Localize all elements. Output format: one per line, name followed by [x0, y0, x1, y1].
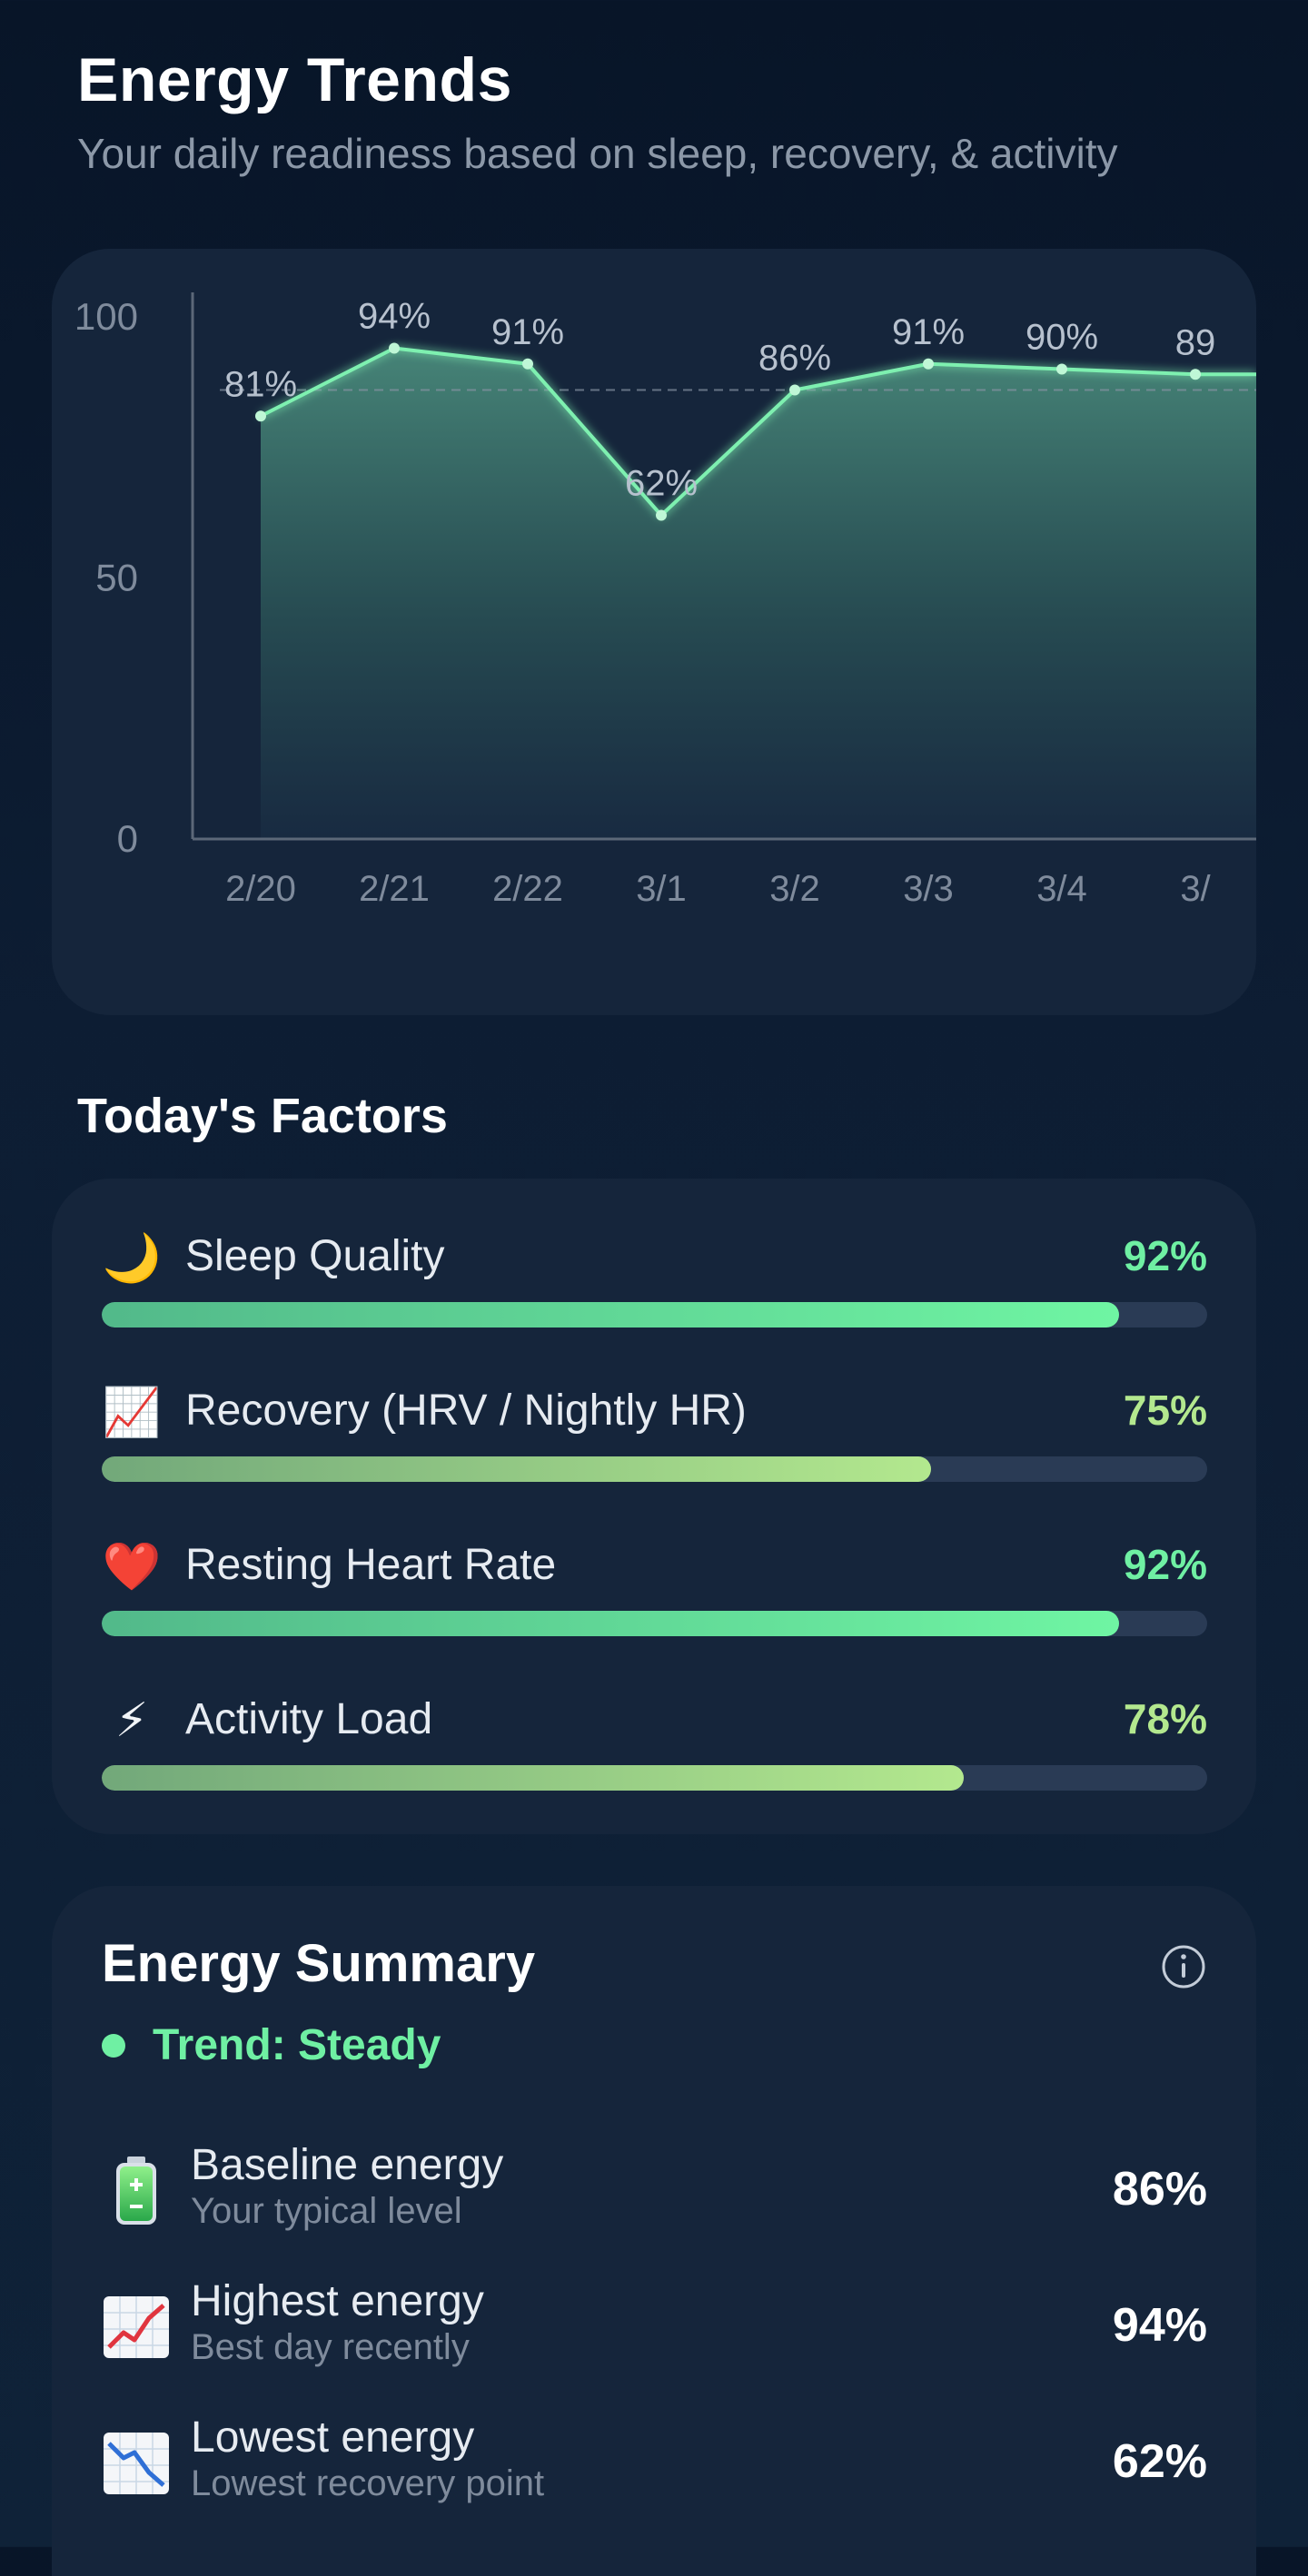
summary-row-value: 94%	[1112, 2299, 1207, 2352]
x-tick-label: 3/4	[1036, 869, 1087, 909]
summary-row-label: Baseline energy	[191, 2141, 504, 2189]
summary-row-value: 62%	[1112, 2435, 1207, 2488]
factor-label: Resting Heart Rate	[185, 1541, 557, 1589]
factors-card: 🌙 Sleep Quality 92% 📈 Recovery (HRV / Ni…	[52, 1179, 1256, 1834]
y-tick-label: 0	[117, 817, 138, 860]
data-label: 91%	[491, 312, 564, 352]
data-point	[789, 384, 800, 396]
summary-row-label: Lowest energy	[191, 2413, 475, 2462]
factor-progress-fill	[102, 1765, 965, 1791]
data-label: 91%	[892, 312, 965, 352]
battery-icon	[116, 2157, 156, 2225]
x-tick-label: 2/22	[492, 869, 563, 909]
page-title: Energy Trends	[77, 45, 512, 114]
energy-trend-chart-card: 100 50 0 81% 2/20 94% 2/21 91% 2/22 62% 3/1 86% 3/2 9…	[52, 249, 1256, 1015]
data-point	[255, 410, 266, 422]
summary-row-caption: Best day recently	[191, 2327, 470, 2367]
energy-trend-chart: 100 50 0 81% 2/20 94% 2/21 91% 2/22 62% 3/1 86% 3/2 9…	[74, 292, 1256, 909]
info-icon[interactable]	[1161, 1944, 1206, 1989]
x-tick-label: 2/20	[225, 869, 296, 909]
summary-title: Energy Summary	[102, 1934, 536, 1993]
factor-resting-heart-rate: ❤️ Resting Heart Rate 92%	[102, 1536, 1207, 1645]
trend-dot	[102, 2033, 125, 2058]
summary-row-highest: Highest energy Best day recently 94%	[102, 2276, 1207, 2376]
data-point	[1190, 369, 1201, 380]
factor-progress-track	[102, 1611, 1207, 1636]
heart-icon: ❤️	[102, 1540, 162, 1594]
data-point	[522, 358, 533, 370]
energy-summary-card: Energy Summary Trend: Steady Baseline en…	[52, 1886, 1256, 2576]
summary-row-baseline: Baseline energy Your typical level 86%	[102, 2140, 1207, 2240]
x-tick-label: 2/21	[359, 869, 430, 909]
factor-label: Recovery (HRV / Nightly HR)	[185, 1387, 747, 1435]
summary-row-value: 86%	[1112, 2163, 1207, 2216]
summary-row-caption: Lowest recovery point	[191, 2463, 545, 2503]
chart-decreasing-icon	[104, 2433, 169, 2494]
chart-increasing-icon: 📈	[102, 1386, 162, 1439]
summary-row-lowest: Lowest energy Lowest recovery point 62%	[102, 2413, 1207, 2512]
lightning-icon: ⚡	[114, 1694, 149, 1747]
factor-label: Activity Load	[185, 1695, 433, 1743]
chart-increasing-icon	[104, 2296, 169, 2358]
data-label: 62%	[625, 464, 698, 504]
data-label: 94%	[358, 297, 431, 337]
data-label: 89	[1175, 322, 1216, 362]
factor-progress-fill	[102, 1302, 1119, 1327]
page-header: Energy Trends Your daily readiness based…	[77, 44, 1118, 178]
factor-progress-track	[102, 1302, 1207, 1327]
trend-label: Trend: Steady	[153, 2021, 441, 2069]
factor-sleep-quality: 🌙 Sleep Quality 92%	[102, 1228, 1207, 1337]
factor-progress-track	[102, 1456, 1207, 1482]
data-label: 86%	[758, 339, 831, 379]
factors-title: Today's Factors	[77, 1089, 448, 1143]
y-tick-label: 100	[74, 295, 138, 338]
factor-value: 92%	[1123, 1232, 1207, 1279]
data-label: 90%	[1026, 318, 1098, 358]
data-point	[389, 342, 400, 354]
moon-icon: 🌙	[102, 1231, 162, 1285]
x-tick-label: 3/2	[769, 869, 820, 909]
factor-recovery: 📈 Recovery (HRV / Nightly HR) 75%	[102, 1382, 1207, 1491]
y-tick-label: 50	[95, 557, 138, 599]
data-label: 81%	[224, 364, 297, 404]
x-tick-label: 3/1	[636, 869, 687, 909]
factor-progress-track	[102, 1765, 1207, 1791]
page-subtitle: Your daily readiness based on sleep, rec…	[77, 130, 1118, 177]
data-point	[923, 358, 934, 370]
trend-indicator: Trend: Steady	[102, 2020, 441, 2070]
chart-area-fill	[261, 348, 1256, 839]
factor-progress-fill	[102, 1611, 1119, 1636]
factor-value: 78%	[1123, 1695, 1207, 1742]
summary-row-caption: Your typical level	[191, 2191, 462, 2231]
factor-activity-load: ⚡ Activity Load 78%	[102, 1691, 1207, 1800]
x-tick-label: 3/3	[903, 869, 954, 909]
x-tick-label: 3/	[1180, 869, 1211, 909]
data-point	[656, 509, 667, 521]
summary-row-label: Highest energy	[191, 2277, 484, 2325]
factor-label: Sleep Quality	[185, 1232, 445, 1280]
factor-value: 92%	[1123, 1541, 1207, 1588]
factor-value: 75%	[1123, 1387, 1207, 1434]
factor-progress-fill	[102, 1456, 931, 1482]
data-point	[1056, 363, 1067, 375]
